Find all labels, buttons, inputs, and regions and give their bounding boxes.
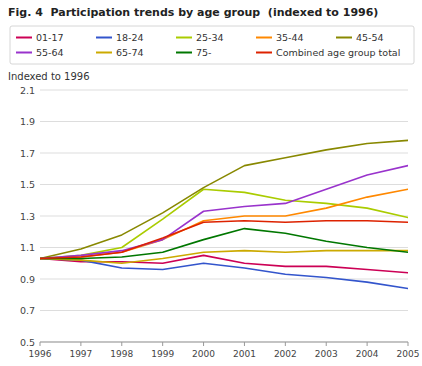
series-line [40, 189, 408, 258]
legend: 01-17 18-24 25-34 35-44 45-54 55-64 65-74 75- Co… [10, 26, 414, 64]
grid-line [40, 216, 408, 217]
grid-line [40, 90, 408, 91]
x-tick [408, 342, 409, 346]
y-axis: 0.5 0.7 0.9 1.1 1.3 1.5 1.7 1.9 2.1 [20, 85, 408, 348]
legend-label: 25-34 [196, 32, 224, 43]
x-tick [40, 342, 41, 346]
y-tick-label: 1.7 [20, 148, 35, 159]
grid-line [40, 342, 408, 343]
x-tick [121, 342, 122, 346]
y-tick-label: 0.9 [20, 274, 35, 285]
x-tick-label: 2002 [274, 349, 297, 359]
legend-swatch [96, 37, 112, 39]
y-tick-label: 0.5 [20, 337, 35, 348]
x-tick [203, 342, 204, 346]
x-tick-label: 2004 [356, 349, 379, 359]
x-tick-label: 2005 [397, 349, 420, 359]
y-tick-label: 1.9 [20, 116, 35, 127]
series-line [40, 229, 408, 259]
legend-label: 75- [196, 47, 212, 58]
legend-label: 18-24 [116, 32, 144, 43]
x-tick-label: 1997 [69, 349, 92, 359]
x-axis-line [40, 342, 408, 343]
series-line [40, 166, 408, 259]
y-tick-label: 1.5 [20, 179, 35, 190]
x-tick-label: 1996 [29, 349, 52, 359]
page-body: {"chart_data": {"type": "line", "title":… [0, 0, 422, 366]
x-tick [367, 342, 368, 346]
x-tick-label: 1999 [151, 349, 174, 359]
legend-swatch [336, 37, 352, 39]
legend-swatch [256, 52, 272, 54]
legend-label: 55-64 [36, 47, 64, 58]
grid-line [40, 153, 408, 154]
series-line [40, 221, 408, 259]
series-line [40, 140, 408, 258]
legend-swatch [256, 37, 272, 39]
y-axis-label: Indexed to 1996 [8, 71, 90, 82]
legend-frame [10, 26, 414, 64]
grid-line [40, 279, 408, 280]
x-tick [80, 342, 81, 346]
legend-swatch [96, 52, 112, 54]
x-tick-label: 1998 [110, 349, 133, 359]
grid-line [40, 247, 408, 248]
x-tick-label: 2003 [315, 349, 338, 359]
x-axis: 1996 1997 1998 1999 2000 2001 2002 2003 2004 2005 [29, 342, 420, 359]
legend-label: 65-74 [116, 47, 144, 58]
legend-label: 35-44 [276, 32, 304, 43]
x-tick [326, 342, 327, 346]
legend-label: 01-17 [36, 32, 64, 43]
legend-label: 45-54 [356, 32, 384, 43]
y-tick-label: 0.7 [20, 305, 35, 316]
x-tick-label: 2000 [192, 349, 215, 359]
legend-swatch [16, 52, 32, 54]
y-tick-label: 2.1 [20, 85, 35, 96]
grid-line [40, 310, 408, 311]
x-tick [285, 342, 286, 346]
legend-swatch [176, 37, 192, 39]
title: Fig. 4 Participation trends by age group… [8, 6, 378, 19]
x-tick-label: 2001 [233, 349, 256, 359]
series-line [40, 259, 408, 289]
chart: Fig. 4 Participation trends by age group… [0, 0, 422, 366]
y-tick-label: 1.3 [20, 211, 35, 222]
legend-label: Combined age group total [276, 47, 400, 58]
lines [40, 140, 408, 288]
series-line [40, 189, 408, 258]
legend-swatch [176, 52, 192, 54]
x-tick [162, 342, 163, 346]
x-tick [244, 342, 245, 346]
y-tick-label: 1.1 [20, 242, 35, 253]
series-line [40, 251, 408, 264]
grid-line [40, 184, 408, 185]
grid-line [40, 121, 408, 122]
legend-swatch [16, 37, 32, 39]
